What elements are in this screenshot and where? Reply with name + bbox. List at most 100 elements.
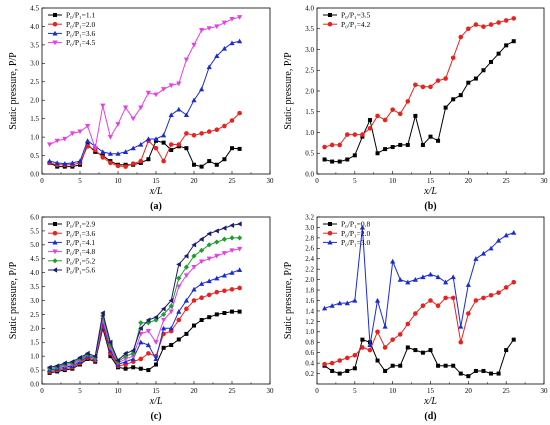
- legend-marker: [52, 267, 58, 273]
- data-point: [504, 348, 509, 353]
- data-point: [375, 329, 380, 335]
- data-point: [47, 158, 53, 164]
- data-point: [458, 339, 464, 345]
- data-point: [511, 337, 516, 342]
- data-point: [138, 356, 144, 362]
- data-point: [473, 368, 478, 373]
- y-tick-label: 2.0: [305, 276, 314, 284]
- x-tick-label: 10: [389, 387, 397, 395]
- data-point: [481, 295, 486, 301]
- data-point: [192, 162, 196, 167]
- data-point: [237, 110, 242, 116]
- y-tick-label: 1.0: [30, 134, 39, 142]
- data-point: [169, 343, 174, 348]
- data-point: [138, 325, 143, 331]
- data-point: [138, 366, 143, 371]
- data-point: [183, 297, 189, 303]
- y-tick-label: 4.0: [305, 4, 314, 12]
- data-point: [199, 131, 204, 136]
- y-tick-label: 1.0: [305, 328, 314, 336]
- data-point: [184, 146, 189, 151]
- data-point: [413, 113, 418, 118]
- data-point: [92, 146, 98, 151]
- data-point: [237, 246, 243, 252]
- data-point: [183, 253, 189, 259]
- y-axis-label: Static pressure, P/P: [8, 261, 19, 339]
- data-point: [214, 127, 220, 133]
- legend-entry: P₀/P₁=3.5: [341, 11, 371, 20]
- x-tick-label: 5: [78, 177, 82, 185]
- x-tick-label: 30: [541, 177, 549, 185]
- series-3: [321, 224, 517, 347]
- legend-marker: [327, 239, 333, 245]
- data-point: [191, 265, 197, 270]
- data-point: [161, 311, 167, 318]
- x-tick-label: 25: [229, 177, 237, 185]
- data-point: [207, 315, 212, 320]
- data-point: [123, 105, 129, 111]
- x-tick-label: 30: [267, 387, 275, 395]
- data-point: [405, 279, 411, 285]
- data-point: [161, 140, 166, 145]
- x-tick-label: 30: [267, 177, 275, 185]
- data-point: [321, 305, 328, 311]
- data-point: [176, 261, 181, 267]
- data-point: [54, 160, 60, 166]
- data-point: [199, 259, 205, 265]
- data-point: [473, 298, 479, 303]
- data-point: [153, 340, 159, 345]
- data-point: [345, 157, 350, 162]
- data-point: [107, 339, 113, 345]
- series-3: [47, 38, 243, 166]
- data-point: [100, 149, 106, 154]
- legend-marker: [53, 13, 57, 17]
- y-tick-label: 3.0: [30, 60, 39, 68]
- data-point: [206, 26, 212, 31]
- data-point: [443, 105, 448, 110]
- legend-entry: P₀/P₁=1.1: [66, 11, 96, 20]
- data-point: [511, 39, 516, 44]
- data-point: [352, 132, 358, 137]
- data-point: [390, 145, 395, 150]
- data-point: [360, 345, 365, 350]
- data-point: [436, 138, 441, 143]
- y-tick-label: 1.5: [30, 339, 39, 347]
- series-line: [324, 17, 514, 148]
- data-point: [54, 138, 60, 144]
- data-point: [435, 303, 441, 309]
- data-point: [481, 24, 486, 29]
- data-point: [153, 136, 159, 142]
- x-tick-label: 0: [315, 387, 319, 395]
- series-1: [322, 39, 516, 164]
- x-tick-label: 5: [353, 177, 357, 185]
- y-tick-label: 1.4: [305, 307, 314, 315]
- data-point: [496, 371, 501, 376]
- legend-marker: [52, 230, 58, 236]
- y-tick-label: 0.0: [30, 170, 39, 178]
- data-point: [237, 235, 243, 241]
- data-point: [375, 151, 380, 156]
- data-point: [221, 225, 227, 231]
- data-point: [138, 158, 144, 164]
- data-point: [130, 145, 136, 151]
- data-point: [123, 366, 128, 371]
- data-point: [360, 337, 365, 342]
- data-point: [405, 321, 411, 327]
- series-2: [322, 279, 517, 367]
- data-point: [229, 287, 235, 292]
- x-tick-label: 25: [229, 387, 237, 395]
- data-point: [222, 123, 227, 129]
- y-tick-label: 0.8: [305, 339, 314, 347]
- y-tick-label: 1.0: [30, 353, 39, 361]
- data-point: [435, 274, 441, 280]
- data-point: [85, 123, 91, 129]
- data-point: [168, 297, 174, 304]
- data-point: [153, 145, 159, 151]
- data-point: [214, 162, 219, 167]
- legend-entry: P₀/P₁=5.2: [66, 256, 96, 265]
- data-point: [183, 273, 189, 279]
- data-point: [214, 253, 220, 259]
- x-axis-label: x/L: [149, 396, 163, 407]
- data-point: [184, 131, 189, 136]
- data-point: [412, 277, 418, 282]
